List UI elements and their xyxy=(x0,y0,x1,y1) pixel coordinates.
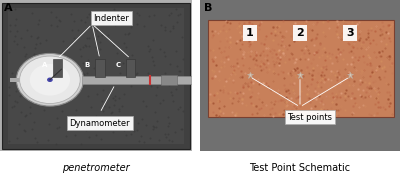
Bar xyxy=(208,20,394,117)
Text: Dynamometer: Dynamometer xyxy=(70,119,130,128)
Text: Test Point Schematic: Test Point Schematic xyxy=(250,163,350,173)
Text: B: B xyxy=(85,62,90,68)
Text: 3: 3 xyxy=(346,28,354,38)
Circle shape xyxy=(30,64,70,95)
Circle shape xyxy=(16,53,84,106)
Text: penetrometer: penetrometer xyxy=(62,163,130,173)
Bar xyxy=(82,76,197,84)
Text: C: C xyxy=(116,62,121,68)
Text: B: B xyxy=(204,3,212,13)
Circle shape xyxy=(47,78,53,82)
Bar xyxy=(53,59,62,77)
Bar xyxy=(161,75,177,85)
Text: A: A xyxy=(42,62,48,68)
Bar xyxy=(10,78,22,82)
Text: 1: 1 xyxy=(246,28,254,38)
Text: Test points: Test points xyxy=(288,113,332,122)
Text: A: A xyxy=(4,3,12,13)
Text: 2: 2 xyxy=(296,28,304,38)
Bar xyxy=(126,59,135,77)
Text: Indenter: Indenter xyxy=(94,13,129,22)
Bar xyxy=(95,59,105,77)
Circle shape xyxy=(20,56,80,103)
